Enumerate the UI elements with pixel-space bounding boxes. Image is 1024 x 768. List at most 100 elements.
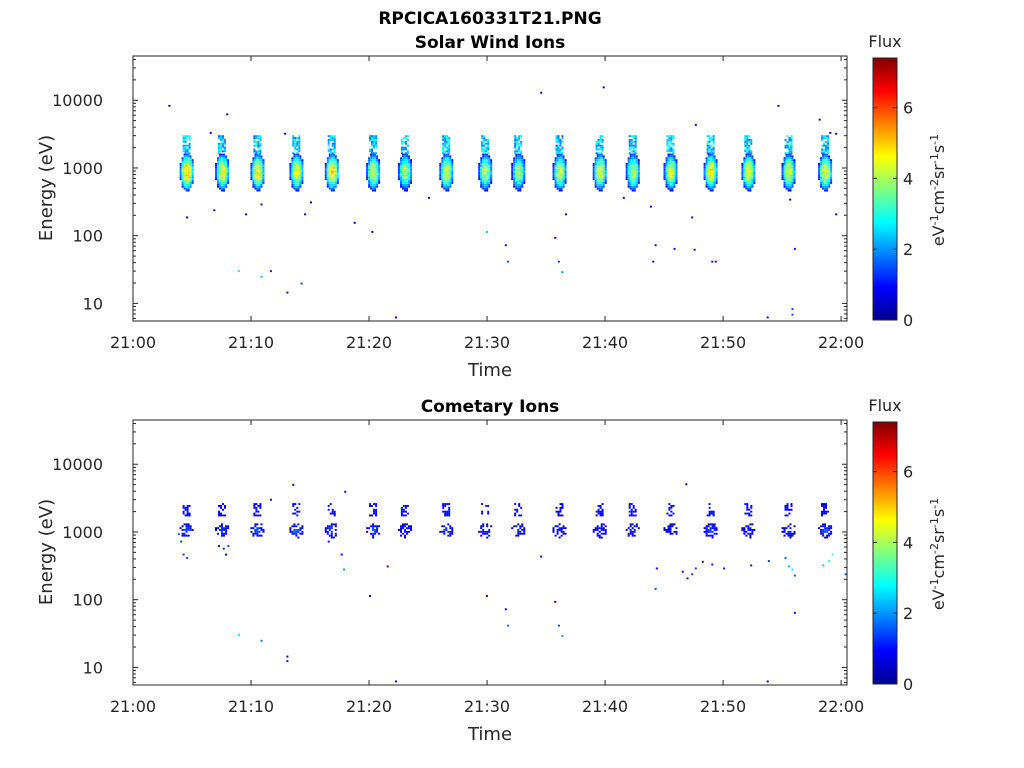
spectrogram-cell bbox=[667, 166, 670, 169]
spectrogram-cell bbox=[523, 178, 526, 181]
spectrogram-cell bbox=[258, 530, 261, 533]
spectrogram-cell bbox=[671, 525, 674, 528]
spectrogram-cell bbox=[600, 532, 603, 535]
spectrogram-cell bbox=[449, 182, 452, 184]
spectrogram-cell bbox=[826, 527, 829, 530]
spectrogram-cell bbox=[672, 512, 675, 515]
spectrogram-cell bbox=[827, 142, 830, 145]
spectrogram-cell bbox=[328, 170, 331, 173]
spectrogram-cell bbox=[255, 508, 258, 511]
spectrogram-cell bbox=[597, 505, 600, 507]
spectrogram-cell bbox=[254, 153, 257, 156]
spectrogram-cell bbox=[372, 164, 375, 167]
spectrogram-cell bbox=[404, 178, 406, 181]
spectrogram-cell bbox=[260, 172, 263, 175]
spectrogram-cell bbox=[221, 534, 223, 537]
spectrogram-cell bbox=[749, 163, 752, 165]
spectrogram-cell bbox=[751, 161, 754, 163]
spectrogram-cell bbox=[703, 164, 706, 167]
spectrogram-cell bbox=[592, 170, 595, 173]
spectrogram-cell bbox=[374, 530, 377, 533]
spectrogram-cell bbox=[183, 178, 186, 181]
spectrogram-cell bbox=[483, 135, 486, 138]
spectrogram-cell bbox=[447, 161, 450, 163]
spectrogram-cell bbox=[187, 189, 190, 192]
spectrogram-cell bbox=[238, 634, 240, 637]
spectrogram-cell bbox=[332, 183, 335, 186]
spectrogram-cell bbox=[482, 180, 485, 182]
spectrogram-cell bbox=[518, 139, 521, 141]
spectrogram-cell bbox=[227, 527, 230, 530]
spectrogram-cell bbox=[404, 183, 406, 186]
spectrogram-cell bbox=[257, 135, 260, 138]
spectrogram-cell bbox=[376, 182, 379, 184]
spectrogram-cell bbox=[223, 527, 225, 530]
spectrogram-cell bbox=[663, 172, 666, 175]
spectrogram-cell bbox=[785, 164, 788, 167]
spectrogram-cell bbox=[523, 172, 526, 175]
spectrogram-cell bbox=[480, 159, 483, 162]
spectrogram-cell bbox=[400, 183, 402, 186]
spectrogram-cell bbox=[602, 180, 605, 182]
spectrogram-cell bbox=[558, 161, 561, 163]
spectrogram-cell bbox=[557, 512, 560, 515]
x-tick-label: 22:00 bbox=[818, 333, 864, 352]
spectrogram-cell bbox=[189, 183, 192, 186]
spectrogram-cell bbox=[671, 183, 674, 186]
spectrogram-cell bbox=[515, 183, 518, 186]
spectrogram-cell bbox=[631, 532, 634, 535]
spectrogram-cell bbox=[185, 527, 188, 530]
spectrogram-cell bbox=[400, 157, 402, 160]
spectrogram-cell bbox=[326, 161, 329, 163]
spectrogram-cell bbox=[443, 530, 446, 533]
spectrogram-cell bbox=[368, 164, 371, 167]
spectrogram-cell bbox=[751, 168, 754, 171]
spectrogram-cell bbox=[219, 525, 221, 528]
spectrogram-cell bbox=[516, 137, 519, 139]
spectrogram-cell bbox=[667, 187, 670, 190]
spectrogram-cell bbox=[564, 174, 567, 177]
spectrogram-cell bbox=[631, 172, 634, 175]
spectrogram-cell bbox=[826, 155, 829, 158]
spectrogram-cell bbox=[555, 152, 558, 155]
spectrogram-cell bbox=[751, 159, 754, 162]
spectrogram-cell bbox=[559, 148, 562, 151]
spectrogram-cell bbox=[523, 174, 526, 177]
spectrogram-cell bbox=[225, 157, 228, 160]
spectrogram-cell bbox=[746, 150, 749, 153]
spectrogram-cell bbox=[250, 178, 253, 181]
spectrogram-cell bbox=[750, 142, 753, 145]
spectrogram-cell bbox=[637, 170, 640, 173]
spectrogram-cell bbox=[633, 157, 636, 160]
spectrogram-cell bbox=[219, 161, 221, 163]
spectrogram-cell bbox=[447, 155, 450, 158]
spectrogram-cell bbox=[715, 164, 718, 167]
spectrogram-cell bbox=[445, 172, 448, 175]
spectrogram-cell bbox=[516, 508, 519, 511]
spectrogram-cell bbox=[600, 182, 603, 184]
spectrogram-cell bbox=[631, 189, 634, 192]
spectrogram-cell bbox=[295, 183, 298, 186]
spectrogram-cell bbox=[330, 163, 333, 165]
spectrogram-cell bbox=[486, 157, 489, 160]
spectrogram-cell bbox=[225, 525, 228, 528]
spectrogram-cell bbox=[511, 174, 514, 177]
spectrogram-cell bbox=[223, 163, 225, 165]
spectrogram-cell bbox=[634, 514, 637, 517]
spectrogram-cell bbox=[820, 172, 823, 175]
spectrogram-cell bbox=[301, 176, 304, 179]
spectrogram-cell bbox=[601, 135, 604, 138]
spectrogram-cell bbox=[260, 180, 263, 182]
spectrogram-cell bbox=[556, 530, 559, 533]
spectrogram-cell bbox=[289, 168, 292, 171]
spectrogram-cell bbox=[408, 525, 410, 528]
spectrogram-cell bbox=[484, 185, 487, 188]
spectrogram-cell bbox=[629, 163, 632, 165]
spectrogram-cell bbox=[703, 176, 706, 179]
spectrogram-cell bbox=[627, 172, 630, 175]
spectrogram-cell bbox=[715, 166, 718, 169]
spectrogram-cell bbox=[186, 150, 189, 153]
spectrogram-cell bbox=[220, 139, 222, 141]
spectrogram-cell bbox=[259, 142, 262, 145]
